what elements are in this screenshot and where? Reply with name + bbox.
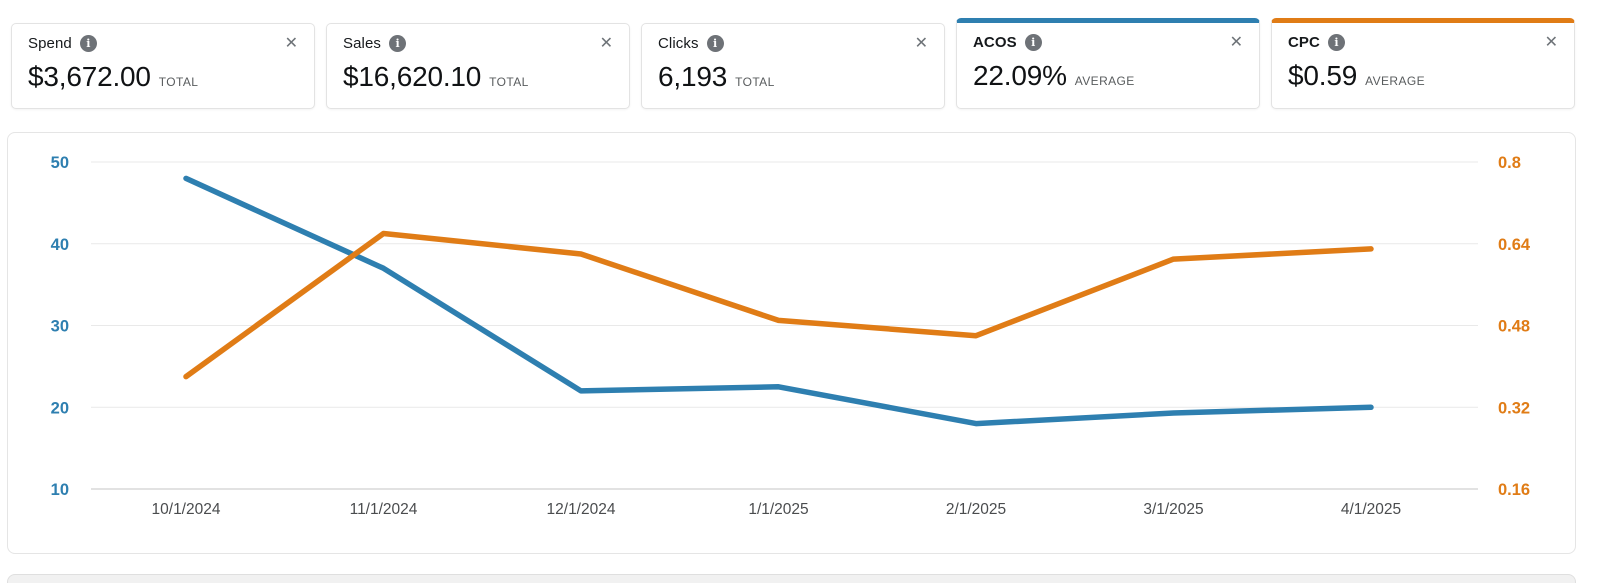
metric-value-row: $0.59 AVERAGE (1288, 60, 1558, 92)
metric-unit: AVERAGE (1365, 74, 1426, 88)
metric-card-header: Clicks i ✕ (658, 35, 928, 52)
info-icon[interactable]: i (1024, 34, 1042, 51)
metric-label: CPC (1288, 34, 1320, 51)
metric-card-clicks[interactable]: Clicks i ✕ 6,193 TOTAL (641, 23, 945, 109)
remove-metric-button[interactable]: ✕ (599, 34, 613, 52)
metric-label: Clicks (658, 35, 699, 52)
right-axis-tick-label: 0.16 (1498, 481, 1530, 499)
metric-card-header: CPC i ✕ (1288, 34, 1558, 51)
metric-label: Spend (28, 35, 72, 52)
right-axis-tick-label: 0.8 (1498, 154, 1521, 172)
x-axis-label: 2/1/2025 (946, 501, 1006, 518)
metric-label: Sales (343, 35, 382, 52)
metric-card-header: Spend i ✕ (28, 35, 298, 52)
x-axis-label: 10/1/2024 (152, 501, 221, 518)
right-axis-tick-label: 0.64 (1498, 236, 1531, 254)
metric-value: $3,672.00 (28, 61, 151, 92)
metric-card-spend[interactable]: Spend i ✕ $3,672.00 TOTAL (11, 23, 315, 109)
metric-value-row: 6,193 TOTAL (658, 61, 928, 93)
metric-value: 22.09% (973, 60, 1067, 91)
metric-label: ACOS (973, 34, 1017, 51)
remove-metric-button[interactable]: ✕ (1229, 33, 1243, 51)
metrics-line-chart: 50 40 30 20 10 0.8 0.64 0.48 0.32 0.16 10/1/2024 11… (51, 154, 1531, 518)
metric-value-row: $16,620.10 TOTAL (343, 61, 613, 93)
metric-card-header: Sales i ✕ (343, 35, 613, 52)
cpc-line (183, 230, 1374, 380)
metric-unit: TOTAL (735, 75, 775, 89)
left-axis-tick-label: 50 (51, 154, 69, 172)
x-axis-label: 4/1/2025 (1341, 501, 1401, 518)
metric-cards-row: Spend i ✕ $3,672.00 TOTAL Sales i ✕ $16,… (11, 0, 1575, 109)
metric-unit: TOTAL (489, 75, 529, 89)
metric-card-sales[interactable]: Sales i ✕ $16,620.10 TOTAL (326, 23, 630, 109)
metric-value: $16,620.10 (343, 61, 482, 92)
left-axis-tick-label: 30 (51, 318, 69, 336)
x-axis-label: 1/1/2025 (748, 501, 808, 518)
info-icon[interactable]: i (706, 35, 724, 52)
right-axis-tick-label: 0.32 (1498, 399, 1530, 417)
metric-unit: TOTAL (158, 75, 199, 89)
metric-unit: AVERAGE (1074, 74, 1135, 88)
x-axis-label: 3/1/2025 (1143, 501, 1203, 518)
info-icon[interactable]: i (389, 35, 407, 52)
left-axis-tick-label: 40 (51, 236, 69, 254)
info-icon[interactable]: i (79, 35, 97, 52)
metric-card-cpc[interactable]: CPC i ✕ $0.59 AVERAGE (1271, 18, 1575, 109)
right-axis-tick-label: 0.48 (1498, 318, 1530, 336)
x-axis-label: 12/1/2024 (547, 501, 616, 518)
info-icon[interactable]: i (1327, 34, 1345, 51)
metric-card-header: ACOS i ✕ (973, 34, 1243, 51)
metric-value-row: $3,672.00 TOTAL (28, 61, 298, 93)
remove-metric-button[interactable]: ✕ (914, 34, 928, 52)
left-axis-tick-label: 20 (51, 399, 69, 417)
left-axis-tick-label: 10 (51, 481, 69, 499)
metric-value-row: 22.09% AVERAGE (973, 60, 1243, 92)
metrics-chart-panel: 50 40 30 20 10 0.8 0.64 0.48 0.32 0.16 10/1/2024 11… (7, 132, 1576, 554)
metric-card-acos[interactable]: ACOS i ✕ 22.09% AVERAGE (956, 18, 1260, 109)
acos-line (183, 175, 1374, 427)
next-section-panel-edge (7, 574, 1576, 583)
remove-metric-button[interactable]: ✕ (1544, 33, 1558, 51)
metric-value: $0.59 (1288, 60, 1358, 91)
x-axis-label: 11/1/2024 (350, 501, 418, 518)
metric-value: 6,193 (658, 61, 728, 92)
remove-metric-button[interactable]: ✕ (284, 34, 298, 52)
